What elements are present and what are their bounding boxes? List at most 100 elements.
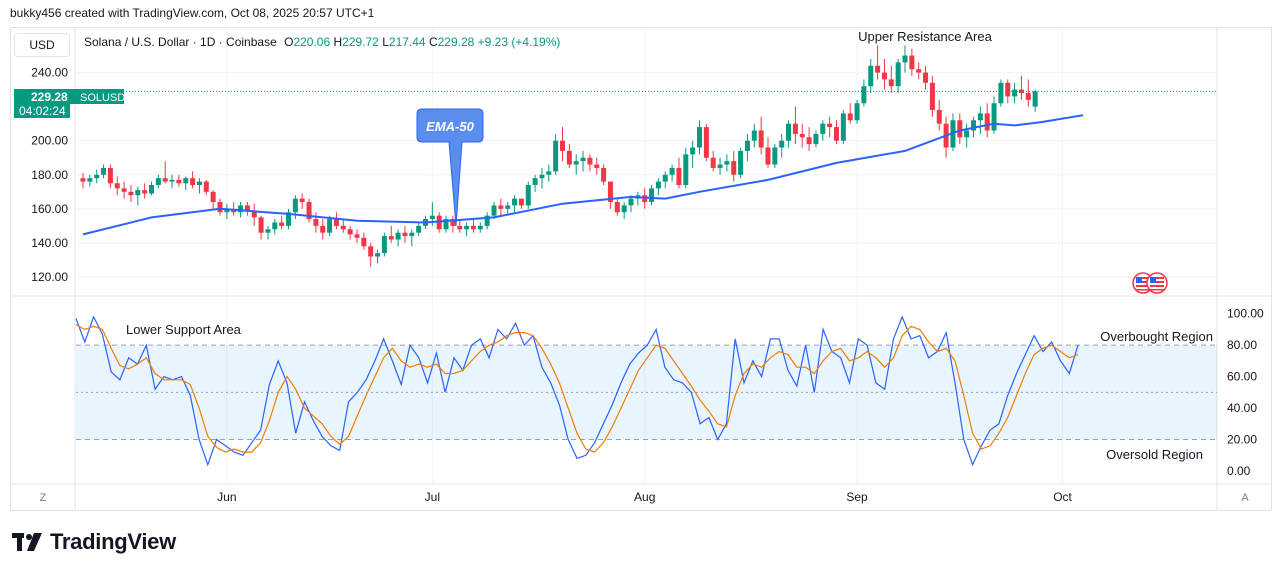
candle [244, 202, 250, 216]
candle [484, 212, 490, 230]
candle-body [190, 178, 196, 185]
candle-body [929, 82, 935, 111]
candle-body [443, 219, 449, 230]
candle-body [279, 222, 285, 226]
candle [799, 123, 805, 148]
candle [594, 157, 600, 175]
candle-body [518, 198, 524, 206]
candle [806, 127, 812, 151]
candle [286, 208, 291, 230]
candle-body [409, 232, 415, 237]
ema-50-line [82, 114, 1084, 236]
candle-body [710, 157, 716, 168]
candle-body [128, 191, 134, 196]
candle [676, 157, 682, 189]
candle [402, 225, 408, 243]
candle [936, 99, 942, 131]
tradingview-logo-text: TradingView [50, 529, 176, 554]
price-tick-label: 160.00 [31, 202, 68, 216]
stochastic-d-line [75, 324, 1079, 453]
candle [875, 45, 881, 80]
candle [834, 120, 839, 145]
candle [1032, 89, 1038, 112]
candle [751, 123, 757, 148]
candle-body [580, 157, 586, 162]
candle [354, 229, 360, 243]
price-tick-label: 200.00 [31, 134, 68, 148]
open-label: O [284, 35, 294, 49]
candle-body [347, 229, 353, 235]
candle [840, 110, 846, 145]
candle-body [765, 147, 771, 165]
candle [265, 225, 271, 240]
auto-scale-button[interactable]: A [1241, 492, 1249, 504]
candle-body [532, 178, 538, 185]
candle [224, 203, 230, 220]
candle-body [491, 205, 497, 216]
candle [457, 219, 463, 233]
candle [587, 154, 593, 172]
candle [731, 150, 737, 182]
candle [765, 137, 771, 168]
price-tick-label: 240.00 [31, 66, 68, 80]
candle-body [888, 79, 894, 87]
candle-body [107, 167, 113, 184]
price-axis-labels: 120.00 140.00 160.00 180.00 200.00 240.00 [31, 66, 68, 284]
candle-body [1005, 82, 1011, 97]
candle-body [484, 215, 490, 226]
upper-resistance-label: Upper Resistance Area [858, 29, 992, 44]
candle-body [505, 205, 511, 209]
candle [162, 161, 168, 184]
candle-body [560, 140, 565, 151]
candle-body [162, 178, 168, 182]
candle [532, 174, 538, 192]
candle [697, 120, 702, 155]
stochastic-tick-label: 20.00 [1227, 433, 1257, 447]
candle-body [121, 188, 127, 192]
ema-callout: EMA-50 [416, 108, 484, 227]
candle [347, 225, 353, 240]
lower-support-label: Lower Support Area [126, 322, 242, 337]
candle-body [450, 219, 456, 226]
candle-body [258, 217, 264, 233]
candle-body [607, 181, 613, 203]
currency-button[interactable]: USD [14, 33, 70, 57]
candle-body [786, 123, 792, 141]
candle-body [395, 232, 401, 240]
candle [909, 48, 915, 76]
candle [1018, 75, 1024, 100]
candle [929, 75, 935, 117]
candle-series [80, 45, 1038, 267]
time-axis-labels: Jun Jul Aug Sep Oct [217, 490, 1072, 504]
candle [902, 45, 908, 73]
last-price-badge: 229.28 SOLUSD 04:02:24 [14, 89, 125, 118]
candle-body [251, 210, 257, 218]
candle [779, 133, 785, 158]
candle [196, 178, 202, 194]
candle [998, 79, 1004, 107]
candle-body [854, 103, 860, 121]
candle-body [923, 72, 929, 83]
stochastic-tick-label: 80.00 [1227, 338, 1257, 352]
stochastic-band [76, 344, 1217, 441]
candle-body [690, 147, 696, 155]
candle-body [861, 86, 867, 104]
low-label: L [382, 35, 389, 49]
candle-body [998, 82, 1004, 104]
candle [340, 219, 346, 233]
price-tick-label: 140.00 [31, 236, 68, 250]
candle-body [642, 195, 648, 203]
stochastic-tick-label: 100.00 [1227, 307, 1264, 321]
candle-body [655, 181, 661, 189]
bar-countdown: 04:02:24 [19, 104, 66, 118]
candle [416, 222, 422, 237]
candle-body [703, 127, 709, 158]
timezone-button[interactable]: Z [39, 492, 47, 504]
symbol-legend: Solana / U.S. Dollar · 1D · Coinbase O22… [84, 35, 560, 49]
candle-body [238, 205, 244, 213]
candle-body [340, 225, 346, 230]
candle-body [964, 130, 970, 138]
candle-body [183, 178, 189, 184]
candle [190, 171, 196, 189]
